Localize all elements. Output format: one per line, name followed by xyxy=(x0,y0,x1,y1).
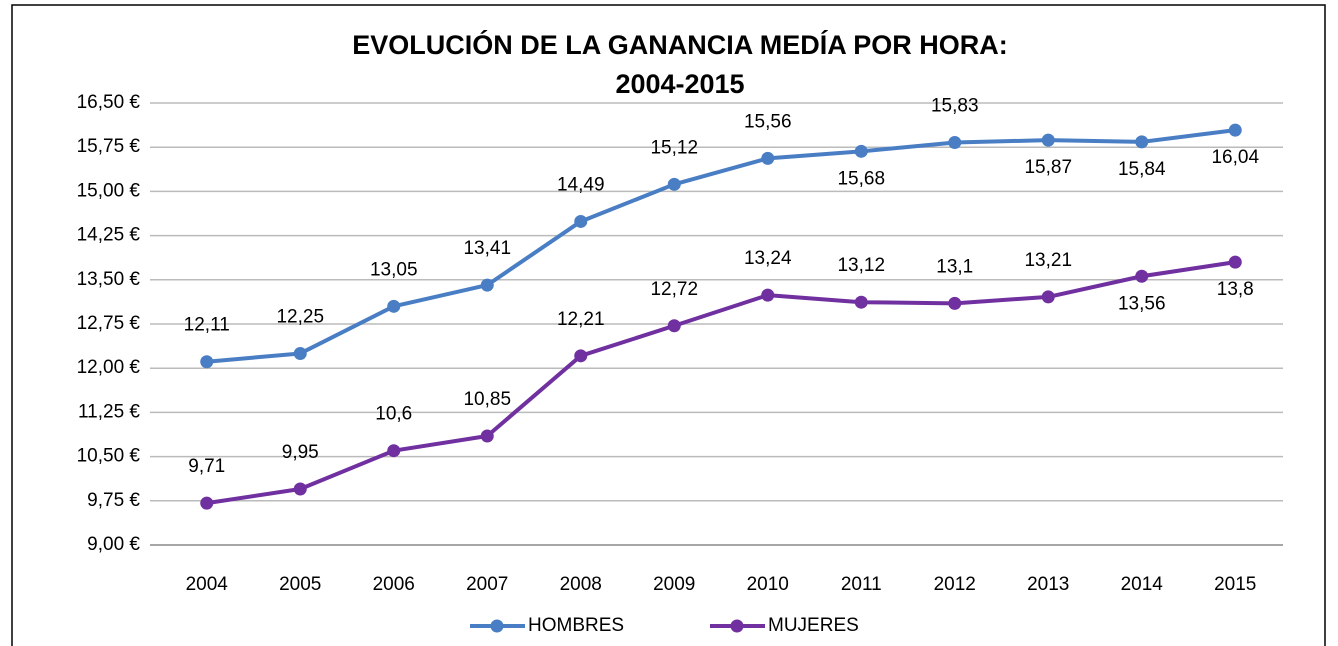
x-tick-label: 2005 xyxy=(279,574,321,595)
point-marker xyxy=(293,346,307,360)
point-marker xyxy=(293,482,307,496)
data-label: 12,11 xyxy=(184,315,230,336)
x-tick-label: 2009 xyxy=(653,574,695,595)
series-line xyxy=(206,128,1236,364)
data-label: 13,56 xyxy=(1118,293,1166,314)
point-marker xyxy=(480,278,494,292)
data-label: 13,1 xyxy=(936,256,973,277)
point-marker xyxy=(854,295,868,309)
y-tick-label: 14,25 € xyxy=(77,225,141,246)
data-label: 15,87 xyxy=(1024,157,1072,178)
y-tick-label: 15,00 € xyxy=(77,180,141,201)
point-marker xyxy=(948,296,962,310)
data-label: 14,49 xyxy=(557,174,605,195)
point-marker xyxy=(1135,135,1149,149)
data-label: 16,04 xyxy=(1211,147,1259,168)
point-marker xyxy=(761,151,775,165)
point-marker xyxy=(1041,290,1055,304)
point-marker xyxy=(574,349,588,363)
point-marker xyxy=(1228,255,1242,269)
x-tick-label: 2008 xyxy=(560,574,602,595)
y-tick-label: 12,75 € xyxy=(77,313,141,334)
data-label: 13,8 xyxy=(1217,279,1254,300)
y-tick-label: 9,75 € xyxy=(87,490,140,511)
x-tick-label: 2014 xyxy=(1121,574,1164,595)
x-tick-label: 2010 xyxy=(747,574,789,595)
data-label: 15,12 xyxy=(650,137,698,158)
x-tick-label: 2012 xyxy=(934,574,976,595)
y-tick-label: 10,50 € xyxy=(77,446,141,467)
series-line xyxy=(206,260,1236,506)
legend-label: HOMBRES xyxy=(528,615,624,636)
y-tick-label: 16,50 € xyxy=(77,92,141,113)
data-label: 9,71 xyxy=(188,456,225,477)
data-label: 15,68 xyxy=(837,168,885,189)
data-label: 10,6 xyxy=(375,404,412,425)
data-label: 13,12 xyxy=(837,255,885,276)
data-label: 15,83 xyxy=(931,96,979,117)
point-marker xyxy=(200,355,214,369)
data-label: 13,21 xyxy=(1024,250,1072,271)
x-tick-label: 2007 xyxy=(466,574,508,595)
x-tick-label: 2011 xyxy=(841,574,882,595)
y-tick-label: 9,00 € xyxy=(87,534,140,555)
point-marker xyxy=(200,496,214,510)
chart-frame xyxy=(11,4,1326,646)
point-marker xyxy=(948,135,962,149)
data-label: 13,24 xyxy=(744,248,792,269)
y-tick-label: 11,25 € xyxy=(78,401,140,422)
x-tick-label: 2013 xyxy=(1027,574,1069,595)
data-label: 9,95 xyxy=(282,442,319,463)
data-label: 13,41 xyxy=(463,238,511,259)
y-tick-label: 13,50 € xyxy=(77,269,141,290)
legend-label: MUJERES xyxy=(768,615,859,636)
data-label: 12,25 xyxy=(276,306,324,327)
legend-marker xyxy=(490,619,504,633)
x-tick-label: 2015 xyxy=(1214,574,1256,595)
data-label: 12,21 xyxy=(557,309,605,330)
x-tick-label: 2006 xyxy=(373,574,415,595)
chart-title: EVOLUCIÓN DE LA GANANCIA MEDÍA POR HORA: xyxy=(352,29,1008,60)
data-label: 15,84 xyxy=(1118,159,1166,180)
point-marker xyxy=(854,144,868,158)
y-tick-label: 12,00 € xyxy=(77,357,141,378)
point-marker xyxy=(574,214,588,228)
x-tick-label: 2004 xyxy=(186,574,229,595)
chart-title: 2004-2015 xyxy=(615,69,744,99)
legend-marker xyxy=(730,619,744,633)
point-marker xyxy=(1135,269,1149,283)
point-marker xyxy=(1228,123,1242,137)
point-marker xyxy=(761,288,775,302)
data-label: 15,56 xyxy=(744,111,792,132)
y-tick-label: 15,75 € xyxy=(77,136,141,157)
point-marker xyxy=(387,299,401,313)
point-marker xyxy=(480,429,494,443)
point-marker xyxy=(667,319,681,333)
point-marker xyxy=(1041,133,1055,147)
data-label: 12,72 xyxy=(650,279,698,300)
data-label: 13,05 xyxy=(370,259,418,280)
point-marker xyxy=(387,444,401,458)
point-marker xyxy=(667,177,681,191)
data-label: 10,85 xyxy=(463,389,511,410)
